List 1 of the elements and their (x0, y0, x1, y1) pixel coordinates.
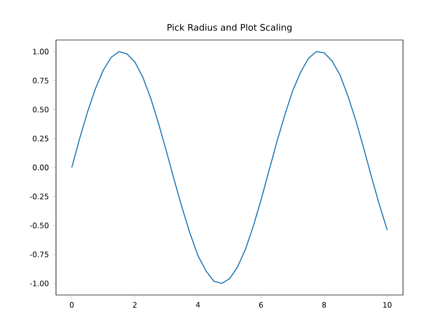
chart-title: Pick Radius and Plot Scaling (168, 24, 292, 32)
